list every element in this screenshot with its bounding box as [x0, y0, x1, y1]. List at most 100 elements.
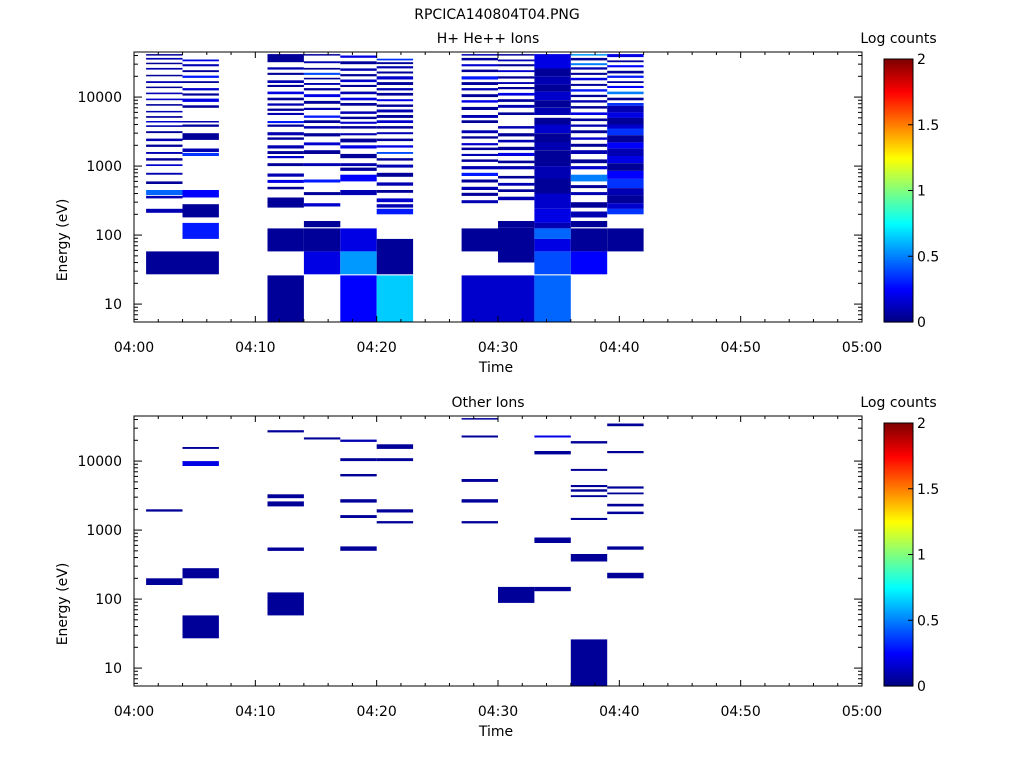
colorbar-step — [884, 542, 913, 545]
colorbar-step — [884, 147, 913, 150]
spectrogram-cell — [340, 546, 377, 551]
spectrogram-cell — [607, 60, 644, 63]
colorbar-step — [884, 538, 913, 541]
spectrogram-cell — [267, 430, 304, 433]
spectrogram-cell — [182, 88, 219, 91]
colorbar-step — [884, 544, 913, 547]
spectrogram-cell — [570, 77, 608, 81]
spectrogram-cell — [570, 166, 608, 170]
colorbar-step — [884, 484, 913, 488]
spectrogram-cell — [303, 163, 341, 167]
spectrogram-cell — [607, 142, 644, 149]
spectrogram-cell — [570, 89, 608, 92]
x-tick-label: 04:20 — [356, 704, 396, 720]
colorbar-step — [884, 217, 913, 220]
colorbar-step — [884, 73, 913, 77]
colorbar-step — [884, 451, 913, 455]
colorbar-step — [884, 472, 913, 475]
colorbar-step — [884, 188, 913, 192]
spectrogram-cell — [267, 132, 304, 136]
spectrogram-cell — [303, 72, 341, 75]
colorbar-step — [884, 546, 913, 549]
spectrogram-cell — [303, 150, 341, 154]
y-tick-label: 10000 — [77, 454, 122, 470]
spectrogram-cell — [376, 109, 414, 113]
spectrogram-cell — [267, 84, 304, 87]
spectrogram-cell — [146, 172, 183, 175]
spectrogram-cell — [607, 188, 644, 196]
spectrogram-cell — [607, 117, 644, 125]
spectrogram-cell — [607, 65, 644, 68]
spectrogram-cell — [267, 54, 304, 63]
colorbar-step — [884, 480, 913, 484]
spectrogram-cell — [498, 54, 535, 56]
colorbar-step — [884, 642, 913, 646]
colorbar-step — [884, 128, 913, 132]
colorbar-step — [884, 425, 913, 428]
spectrogram-cell — [570, 72, 608, 75]
spectrogram-cell — [146, 54, 183, 56]
spectrogram-cell — [570, 228, 608, 252]
colorbar-step — [884, 496, 913, 500]
spectrogram-cell — [376, 152, 414, 154]
spectrogram-cell — [182, 121, 219, 123]
spectrogram-cell — [498, 175, 535, 179]
spectrogram-cell — [570, 94, 608, 98]
colorbar-step — [884, 575, 913, 578]
colorbar-step — [884, 624, 913, 628]
spectrogram-cell — [340, 190, 377, 196]
colorbar-step — [884, 507, 913, 510]
x-axis-label: Time — [478, 360, 513, 376]
data-cells — [146, 418, 644, 686]
spectrogram-cell — [146, 181, 183, 184]
spectrogram-cell — [146, 104, 183, 106]
colorbar-step — [884, 176, 913, 179]
spectrogram-cell — [607, 75, 644, 78]
colorbar-step — [884, 548, 913, 551]
x-tick-label: 04:40 — [599, 704, 639, 720]
colorbar-step — [884, 462, 913, 465]
spectrogram-cell — [303, 179, 341, 183]
spectrogram-cell — [498, 112, 535, 115]
colorbar-step — [884, 550, 913, 554]
y-tick-label: 10 — [104, 297, 122, 313]
colorbar-tick-label: 0 — [917, 315, 926, 331]
spectrogram-cell — [607, 451, 644, 454]
colorbar-step — [884, 595, 913, 599]
spectrogram-cell — [303, 83, 341, 85]
spectrogram-cell — [570, 485, 608, 488]
colorbar-step — [884, 441, 913, 445]
colorbar-step — [884, 213, 913, 216]
spectrogram-cell — [607, 195, 644, 204]
colorbar-step — [884, 104, 913, 107]
colorbar-step — [884, 250, 913, 253]
spectrogram-cell — [570, 211, 608, 218]
spectrogram-cell — [534, 54, 571, 69]
spectrogram-cell — [340, 103, 377, 106]
colorbar-step — [884, 95, 913, 99]
colorbar-step — [884, 165, 913, 169]
x-tick-label: 04:40 — [599, 340, 639, 356]
colorbar-step — [884, 184, 913, 187]
colorbar-step — [884, 309, 913, 313]
colorbar-step — [884, 65, 913, 68]
colorbar-step — [884, 194, 913, 198]
spectrogram-cell — [498, 87, 535, 90]
spectrogram-cell — [146, 195, 183, 199]
spectrogram-cell — [570, 202, 608, 208]
spectrogram-cell — [182, 93, 219, 96]
x-tick-label: 05:00 — [842, 340, 882, 356]
spectrogram-cell — [376, 82, 414, 85]
colorbar-step — [884, 536, 913, 539]
spectrogram-cell — [340, 84, 377, 87]
colorbar-step — [884, 262, 913, 266]
spectrogram-cell — [267, 108, 304, 111]
spectrogram-cell — [570, 124, 608, 127]
colorbar-step — [884, 278, 913, 282]
spectrogram-cell — [146, 121, 183, 123]
colorbar-step — [884, 661, 913, 664]
x-axis-label: Time — [478, 724, 513, 740]
spectrogram-cell — [267, 80, 304, 83]
spectrogram-cell — [498, 182, 535, 186]
colorbar-step — [884, 634, 913, 638]
